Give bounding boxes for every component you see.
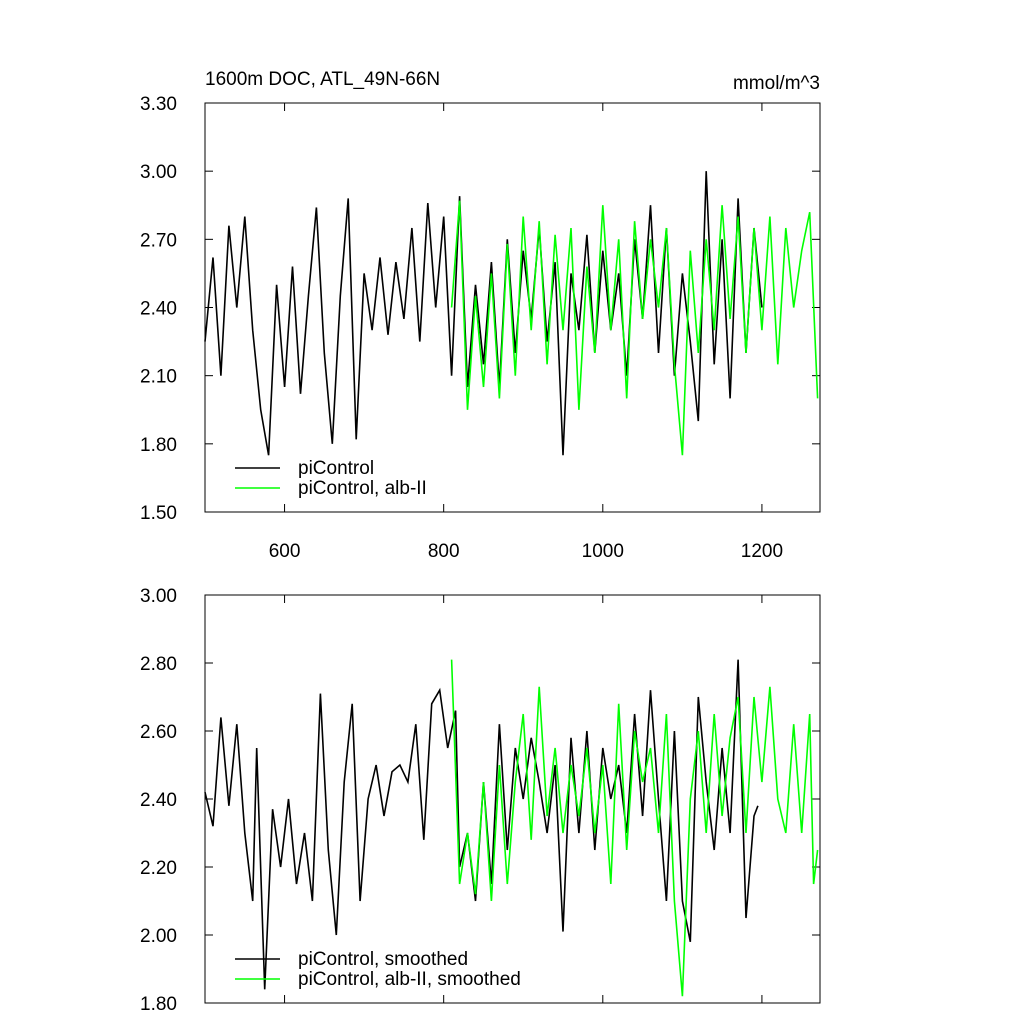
y-tick-label: 2.40 <box>140 790 177 811</box>
legend-label: piControl, smoothed <box>298 949 468 970</box>
x-tick-label: 1200 <box>741 541 783 562</box>
x-tick-label: 800 <box>428 541 460 562</box>
y-tick-label: 3.00 <box>140 586 177 607</box>
x-tick-label: 1000 <box>582 541 624 562</box>
y-tick-label: 2.10 <box>140 367 177 388</box>
y-tick-label: 2.60 <box>140 722 177 743</box>
y-tick-label: 3.30 <box>140 94 177 115</box>
y-tick-label: 1.50 <box>140 503 177 524</box>
y-tick-label: 1.80 <box>140 435 177 456</box>
series-line <box>450 659 819 997</box>
y-tick-label: 2.80 <box>140 654 177 675</box>
y-tick-label: 2.00 <box>140 926 177 947</box>
x-tick-label: 600 <box>269 541 301 562</box>
y-tick-label: 3.00 <box>140 162 177 183</box>
chart-title: 1600m DOC, ATL_49N-66N <box>205 69 440 90</box>
y-tick-label: 2.20 <box>140 858 177 879</box>
legend-label: piControl <box>298 458 374 479</box>
units-label: mmol/m^3 <box>733 73 820 94</box>
legend-label: piControl, alb-II <box>298 478 427 499</box>
series-line <box>450 200 819 456</box>
plot-frame <box>204 594 821 1004</box>
y-tick-label: 2.70 <box>140 230 177 251</box>
y-tick-label: 2.40 <box>140 299 177 320</box>
y-tick-label: 1.80 <box>140 994 177 1015</box>
series-line <box>204 659 759 990</box>
legend-label: piControl, alb-II, smoothed <box>298 969 521 990</box>
